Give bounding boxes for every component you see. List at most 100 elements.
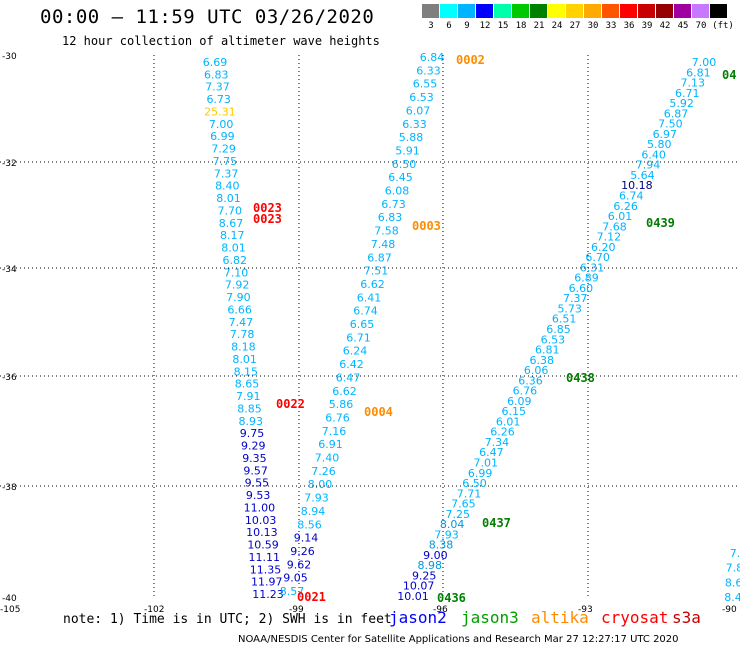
lat-tick-label: -34 xyxy=(2,265,17,275)
pass-time-label: 0438 xyxy=(566,371,595,385)
legend-swatch xyxy=(548,4,565,18)
swh-value-track1: 9.75 xyxy=(240,427,265,440)
satellite-legend-item: cryosat xyxy=(601,608,669,627)
swh-value-track2: 7.48 xyxy=(371,238,396,251)
swh-value-track3: 6.01 xyxy=(496,415,521,428)
swh-value-track3: 6.97 xyxy=(653,128,678,141)
swh-value-track3: 7.50 xyxy=(658,118,683,131)
swh-value-track1: 7.92 xyxy=(225,279,250,292)
swh-value-track3: 6.53 xyxy=(541,333,566,346)
lat-tick-label: -32 xyxy=(2,159,17,169)
credit-line: NOAA/NESDIS Center for Satellite Applica… xyxy=(238,634,679,645)
legend-label: (ft) xyxy=(712,21,734,31)
legend-swatch xyxy=(440,4,457,18)
swh-value-track3: 6.15 xyxy=(501,405,526,418)
legend-label: 33 xyxy=(605,21,617,31)
satellite-legend-item: jason3 xyxy=(461,608,519,627)
satellite-legend-item: s3a xyxy=(672,608,701,627)
lon-tick-label: -90 xyxy=(722,605,737,615)
legend-swatch xyxy=(458,4,475,18)
legend-label: 12 xyxy=(479,21,491,31)
swh-value-track3: 8.38 xyxy=(429,539,454,552)
chart-title: 00:00 – 11:59 UTC 03/26/2020 xyxy=(40,6,375,28)
swh-value-track3: 7.93 xyxy=(434,528,459,541)
swh-value-track3: 10.01 xyxy=(397,590,429,603)
legend-label: 3 xyxy=(428,21,434,31)
swh-value-track2: 6.71 xyxy=(346,331,371,344)
lon-tick-label: -99 xyxy=(289,605,304,615)
swh-value-track2: 9.26 xyxy=(290,545,315,558)
pass-time-label: 0021 xyxy=(297,590,326,604)
swh-value-track3: 7.34 xyxy=(485,436,510,449)
swh-value-track2: 6.55 xyxy=(413,78,438,91)
swh-value-track2: 6.62 xyxy=(332,385,357,398)
swh-value-track1: 7.37 xyxy=(205,81,230,94)
swh-value-track4: 7. xyxy=(730,547,740,560)
swh-value-track2: 5.86 xyxy=(329,398,354,411)
swh-value-track1: 10.59 xyxy=(247,539,279,552)
swh-value-track2: 6.83 xyxy=(378,211,403,224)
swh-value-track3: 6.89 xyxy=(574,272,599,285)
legend-swatch xyxy=(422,4,439,18)
swh-value-track3: 7.12 xyxy=(597,231,622,244)
swh-value-track1: 6.82 xyxy=(222,254,247,267)
swh-value-track3: 6.09 xyxy=(507,395,532,408)
swh-value-track2: 6.45 xyxy=(388,171,413,184)
swh-value-track4: 8.4 xyxy=(724,591,740,604)
swh-value-track3: 6.31 xyxy=(580,261,605,274)
pass-time-label: 04 xyxy=(722,68,737,82)
swh-value-track1: 6.69 xyxy=(203,56,228,69)
swh-value-track3: 7.94 xyxy=(636,159,661,172)
lon-tick-label: -96 xyxy=(433,605,448,615)
swh-value-track2: 6.91 xyxy=(318,438,343,451)
legend-label: 39 xyxy=(641,21,653,31)
swh-value-track2: 6.07 xyxy=(406,104,431,117)
swh-value-track2: 6.24 xyxy=(343,345,368,358)
swh-value-track1: 7.10 xyxy=(224,266,249,279)
swh-value-track1: 8.93 xyxy=(238,415,263,428)
swh-value-track3: 7.65 xyxy=(451,498,476,511)
swh-value-track2: 6.62 xyxy=(360,278,385,291)
swh-value-track1: 8.01 xyxy=(221,242,246,255)
swh-value-track2: 6.33 xyxy=(402,118,427,131)
swh-value-track1: 11.11 xyxy=(249,551,281,564)
lat-tick-label: -40 xyxy=(2,594,17,604)
swh-value-track3: 6.60 xyxy=(569,282,594,295)
swh-value-track1: 11.23 xyxy=(252,588,284,601)
swh-value-track3: 6.20 xyxy=(591,241,616,254)
legend-label: 36 xyxy=(623,21,635,31)
swh-value-track1: 11.35 xyxy=(250,563,282,576)
legend-swatch xyxy=(638,4,655,18)
swh-value-track2: 5.91 xyxy=(395,144,420,157)
legend-label: 15 xyxy=(497,21,509,31)
legend-label: 9 xyxy=(464,21,470,31)
swh-value-track3: 6.76 xyxy=(513,385,538,398)
pass-time-label: 0022 xyxy=(276,397,305,411)
swh-value-track2: 7.16 xyxy=(322,425,347,438)
swh-value-track2: 7.93 xyxy=(304,492,329,505)
swh-value-track1: 8.01 xyxy=(216,192,241,205)
legend-swatch xyxy=(674,4,691,18)
swh-value-track2: 5.88 xyxy=(399,131,424,144)
swh-value-track2: 6.08 xyxy=(385,185,410,198)
swh-value-track2: 7.58 xyxy=(374,225,399,238)
pass-time-label: 0004 xyxy=(364,405,393,419)
swh-value-track2: 6.73 xyxy=(381,198,406,211)
swh-value-track3: 7.37 xyxy=(563,292,588,305)
pass-time-label: 0003 xyxy=(412,219,441,233)
legend-label: 42 xyxy=(659,21,671,31)
swh-value-track2: 8.56 xyxy=(297,518,322,531)
swh-value-track1: 9.57 xyxy=(243,464,268,477)
swh-value-track1: 8.15 xyxy=(234,365,259,378)
satellite-legend-item: jason2 xyxy=(389,608,447,627)
legend-swatch xyxy=(692,4,709,18)
lat-tick-label: -36 xyxy=(2,373,17,383)
swh-value-track3: 5.80 xyxy=(647,138,672,151)
swh-value-track1: 7.91 xyxy=(236,390,261,403)
pass-time-label: 0437 xyxy=(482,516,511,530)
swh-value-track3: 6.36 xyxy=(518,374,543,387)
swh-value-track3: 7.71 xyxy=(457,487,482,500)
swh-value-track4: 8.6 xyxy=(725,576,740,589)
swh-value-track1: 9.53 xyxy=(246,489,271,502)
pass-time-label: 0436 xyxy=(437,591,466,605)
